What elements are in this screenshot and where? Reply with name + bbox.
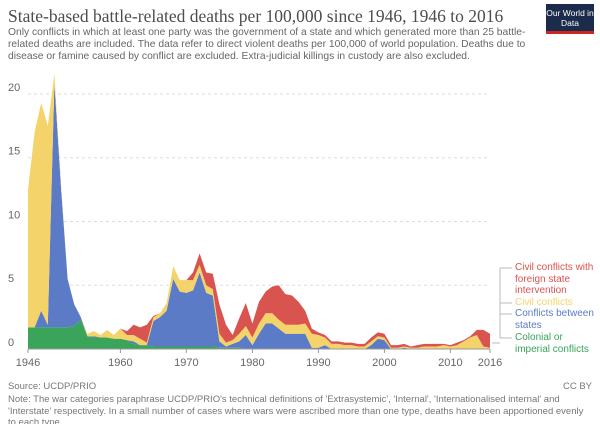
- x-tick-label: 1960: [108, 357, 132, 369]
- x-tick-label: 1990: [306, 357, 330, 369]
- legend-label[interactable]: Civil conflicts: [515, 297, 573, 308]
- x-tick-label: 2000: [372, 357, 396, 369]
- source: Source: UCDP/PRIO: [8, 381, 97, 392]
- chart-title: State-based battle-related deaths per 10…: [8, 6, 504, 26]
- logo[interactable]: Our World in Data: [546, 4, 594, 34]
- x-tick-label: 1970: [174, 357, 198, 369]
- area: [28, 82, 490, 350]
- area: [28, 73, 490, 348]
- y-tick-label: 20: [8, 82, 20, 94]
- x-tick-label: 1946: [16, 357, 40, 369]
- legend-label[interactable]: Civil conflicts with foreign state inter…: [515, 262, 594, 296]
- legend-item: Conflicts between states: [515, 308, 594, 331]
- legend-label[interactable]: Colonial or imperial conflicts: [515, 332, 589, 355]
- y-tick-label: 0: [8, 337, 14, 349]
- note: Note: The war categories paraphrase UCDP…: [8, 394, 584, 424]
- x-tick-label: 1980: [240, 357, 264, 369]
- legend-label[interactable]: Conflicts between states: [515, 308, 594, 331]
- y-tick-label: 10: [8, 209, 20, 221]
- area: [28, 319, 490, 349]
- y-tick-label: 15: [8, 146, 20, 158]
- license[interactable]: CC BY: [562, 381, 592, 392]
- x-tick-label: 2010: [438, 357, 462, 369]
- legend-item: Colonial or imperial conflicts: [515, 332, 589, 355]
- x-tick-label: 2016: [478, 357, 502, 369]
- chart-subtitle: Only conflicts in which at least one par…: [8, 27, 526, 63]
- legend-item: Civil conflicts with foreign state inter…: [515, 262, 594, 296]
- legend-item: Civil conflicts: [515, 297, 573, 308]
- y-tick-label: 5: [8, 273, 14, 285]
